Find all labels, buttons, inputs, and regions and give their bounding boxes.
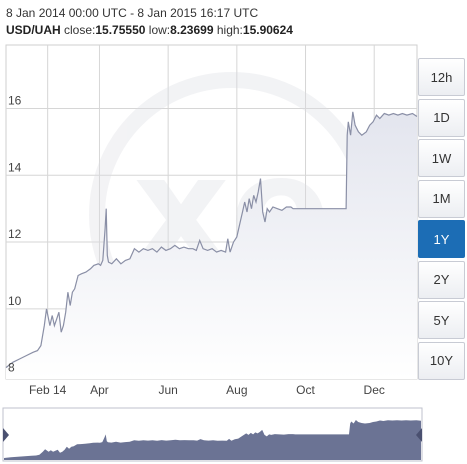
date-range-label: 8 Jan 2014 00:00 UTC - 8 Jan 2015 16:17 … (6, 6, 259, 20)
range-button-1y[interactable]: 1Y (418, 220, 465, 258)
navigator[interactable] (0, 400, 467, 464)
range-button-1d[interactable]: 1D (418, 98, 465, 137)
y-tick-label: 12 (8, 227, 22, 241)
high-value: 15.90624 (242, 23, 293, 37)
x-tick-label: Aug (226, 383, 247, 397)
y-tick-label: 16 (8, 93, 22, 107)
range-button-1w[interactable]: 1W (418, 139, 465, 177)
x-tick-label: Oct (296, 383, 315, 397)
currency-pair: USD/UAH (6, 23, 61, 37)
range-button-5y[interactable]: 5Y (418, 301, 465, 339)
range-button-1m[interactable]: 1M (418, 179, 465, 218)
navigator-area (4, 420, 421, 460)
close-value: 15.75550 (95, 23, 146, 37)
navigator-left-handle[interactable] (3, 428, 9, 442)
y-tick-label: 8 (8, 361, 15, 375)
x-tick-label: Jun (158, 383, 177, 397)
close-label: close: (64, 23, 96, 37)
x-axis-labels: Feb 14 Apr Jun Aug Oct Dec (29, 383, 385, 397)
low-value: 8.23699 (170, 23, 214, 37)
range-button-12h[interactable]: 12h (418, 58, 465, 96)
y-tick-label: 10 (8, 294, 22, 308)
low-label: low: (148, 23, 171, 37)
y-axis-labels: 8 10 12 14 16 (8, 93, 22, 374)
x-tick-label: Apr (90, 383, 109, 397)
price-area (6, 111, 417, 380)
range-button-2y[interactable]: 2Y (418, 260, 465, 299)
navigator-right-handle[interactable] (416, 428, 422, 442)
quote-summary: USD/UAH close:15.75550 low:8.23699 high:… (6, 23, 293, 37)
high-label: high: (216, 23, 243, 37)
range-button-10y[interactable]: 10Y (418, 341, 465, 380)
price-line (5, 111, 418, 369)
x-tick-label: Feb 14 (29, 383, 67, 397)
x-tick-label: Dec (364, 383, 385, 397)
y-tick-label: 14 (8, 160, 22, 174)
